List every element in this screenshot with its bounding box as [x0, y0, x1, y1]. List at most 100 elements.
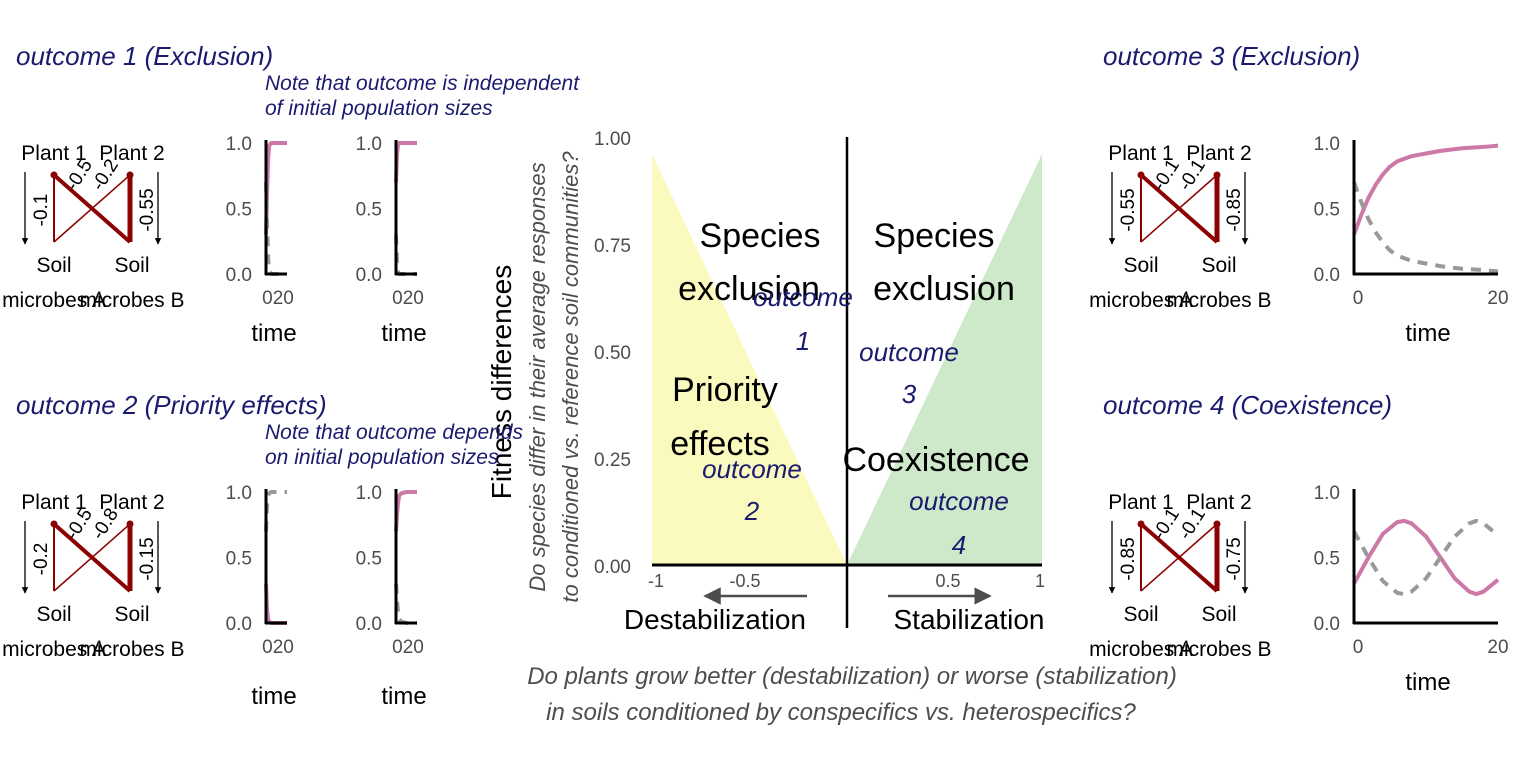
plant1-label: Plant 1: [1108, 142, 1173, 165]
outcome3-number: 3: [902, 379, 917, 409]
link-plant2-soilA: [1140, 174, 1218, 243]
central-ytick-1: 0.25: [594, 450, 631, 471]
stabilization-label: Stabilization: [894, 604, 1045, 635]
central-ytick-4: 1.00: [594, 129, 631, 150]
xtick-label: 020: [262, 288, 294, 309]
soil-a-label: Soil: [36, 603, 71, 626]
microbes-b-label: microbes B: [79, 289, 184, 312]
ytick-label: 1.0: [356, 134, 382, 155]
ytick-label: 1.0: [1314, 483, 1340, 504]
plant2-label: Plant 2: [1186, 491, 1251, 514]
ytick-label: 0.0: [1314, 265, 1340, 286]
plant1-node: [50, 171, 58, 179]
ytick-label: 0.5: [356, 549, 382, 570]
plant2-node: [1213, 520, 1221, 528]
xtick-label: 020: [392, 637, 424, 658]
timeseries-5: 0.0 0.5 1.0 0 20 time: [1314, 483, 1509, 696]
central-xlabel-question-2: in soils conditioned by conspecifics vs.…: [546, 699, 1136, 726]
outcome4-number: 4: [952, 530, 966, 560]
microbes-b-label: microbes B: [79, 638, 184, 661]
timeseries-1: 0.0 0.5 1.0 020 time: [356, 134, 427, 347]
soil-a-label: Soil: [1123, 254, 1158, 277]
microbes-a-label: microbes A: [1089, 289, 1193, 312]
soil-a-label: Soil: [1123, 603, 1158, 626]
xlabel-time: time: [251, 683, 296, 710]
right-coefficient: -0.75: [1224, 537, 1245, 580]
panel4-title: outcome 4 (Coexistence): [1103, 390, 1392, 420]
plant2-node: [126, 520, 134, 528]
xtick-label-0: 0: [1353, 637, 1364, 658]
plant1-series-line: [394, 141, 417, 183]
central-xtick-05: 0.5: [935, 571, 960, 591]
plant2-series-line: [394, 234, 417, 276]
central-ylabel-question-1: Do species differ in their average respo…: [525, 162, 550, 591]
microbes-b-label: microbes B: [1166, 289, 1271, 312]
ytick-label: 1.0: [1314, 134, 1340, 155]
soil-b-label: Soil: [1201, 254, 1236, 277]
network-n4: Plant 1 Plant 2 Soil Soil microbes Amicrobes…: [1089, 491, 1271, 661]
outcome1-number: 1: [796, 326, 810, 356]
plant2-series-line: [264, 182, 287, 276]
ytick-label: 0.5: [226, 200, 252, 221]
right-coefficient: -0.55: [137, 188, 158, 231]
outcome3-word: outcome: [859, 337, 959, 367]
plant1-series-line: [264, 141, 287, 235]
plant1-node: [1137, 171, 1145, 179]
ytick-label: 0.0: [226, 614, 252, 635]
xtick-label-0: 0: [1353, 288, 1364, 309]
plant2-label: Plant 2: [99, 142, 164, 165]
plant2-series-line: [264, 490, 287, 532]
microbes-a-label: microbes A: [1089, 638, 1193, 661]
central-plot-area: [652, 137, 1042, 628]
ytick-label: 0.5: [356, 200, 382, 221]
network-n2: Plant 1 Plant 2 Soil Soil microbes Amicrobes…: [2, 491, 184, 661]
outcome2-number: 2: [744, 496, 760, 526]
microbes-a-label: microbes A: [2, 638, 106, 661]
xlabel-time: time: [251, 320, 296, 347]
central-ytick-0: 0.00: [594, 557, 631, 578]
link-plant2-soilA: [53, 523, 131, 592]
plant1-series-line: [264, 583, 287, 625]
microbes-a-label: microbes A: [2, 289, 106, 312]
ytick-label: 1.0: [226, 134, 252, 155]
central-xtick-neg05: -0.5: [729, 571, 760, 591]
region-right-top-line2: exclusion: [873, 270, 1015, 308]
link-plant2-soilA: [1140, 523, 1218, 592]
panel1-title: outcome 1 (Exclusion): [16, 41, 273, 71]
ytick-label: 0.5: [1314, 549, 1340, 570]
timeseries-3: 0.0 0.5 1.0 020 time: [356, 483, 427, 710]
plant2-node: [1213, 171, 1221, 179]
plant2-series-line: [1352, 181, 1499, 274]
panel2-note-line1: Note that outcome depends: [265, 421, 524, 444]
timeseries-4: 0.0 0.5 1.0 0 20 time: [1314, 134, 1509, 347]
left-coefficient: -0.85: [1118, 537, 1139, 580]
outcome4-word: outcome: [909, 486, 1009, 516]
central-xtick-1: 1: [1035, 571, 1045, 591]
region-left-top-line1: Species: [700, 217, 821, 255]
plant1-label: Plant 1: [21, 491, 86, 514]
destabilization-region: [652, 154, 847, 565]
network-n3: Plant 1 Plant 2 Soil Soil microbes Amicrobes…: [1089, 142, 1271, 312]
plant2-series-line: [394, 583, 417, 625]
plant2-label: Plant 2: [99, 491, 164, 514]
xtick-label-20: 20: [1487, 288, 1508, 309]
plant1-series-line: [1352, 143, 1499, 236]
plant1-node: [50, 520, 58, 528]
plant2-node: [126, 171, 134, 179]
region-right-bottom: Coexistence: [842, 441, 1029, 479]
timeseries-2: 0.0 0.5 1.0 020 time: [226, 483, 297, 710]
central-ylabel-question-2: to conditioned vs. reference soil commun…: [558, 151, 583, 603]
left-coefficient: -0.2: [31, 543, 52, 576]
ytick-label: 0.0: [1314, 614, 1340, 635]
panel1-note-line2: of initial population sizes: [265, 97, 493, 120]
plant2-label: Plant 2: [1186, 142, 1251, 165]
microbes-b-label: microbes B: [1166, 638, 1271, 661]
central-ytick-2: 0.50: [594, 343, 631, 364]
left-coefficient: -0.55: [1118, 188, 1139, 231]
ytick-label: 0.0: [356, 614, 382, 635]
xlabel-time: time: [381, 320, 426, 347]
timeseries-0: 0.0 0.5 1.0 020 time: [226, 134, 297, 347]
ytick-label: 1.0: [226, 483, 252, 504]
